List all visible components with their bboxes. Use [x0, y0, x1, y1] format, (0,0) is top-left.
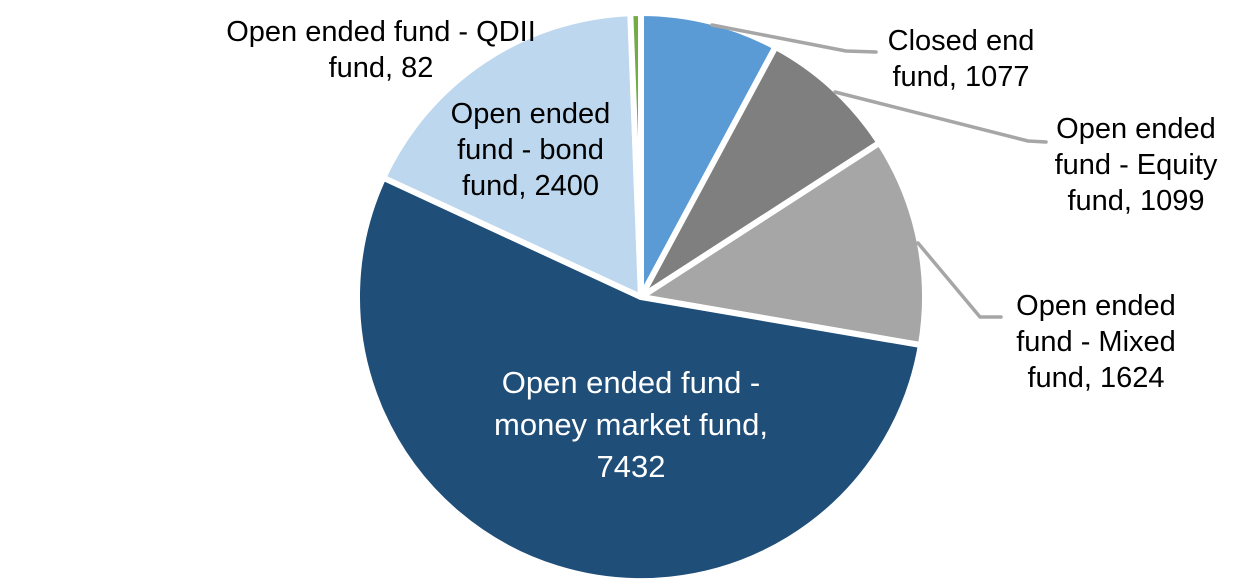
data-label-qdii-fund: Open ended fund - QDII fund, 82: [226, 16, 536, 84]
pie-slice-4: [380, 10, 644, 300]
pie-slices: [354, 9, 928, 584]
data-label-bond-fund: Open ended fund - bond fund, 2400: [450, 98, 611, 202]
data-label-equity-fund: Open ended fund - Equity fund, 1099: [1054, 113, 1218, 217]
leader-line-mixed-fund: [916, 241, 1003, 319]
pie-slice-2: [638, 139, 928, 349]
data-label-closed-end-fund: Closed end fund, 1077: [887, 25, 1035, 93]
leader-line-closed-end-fund: [710, 23, 878, 54]
pie-slice-3: [354, 174, 924, 584]
pie-slice-1: [638, 43, 883, 300]
pie-slice-0: [638, 10, 779, 300]
pie-slice-5: [627, 9, 644, 300]
leader-line-equity-fund: [833, 90, 1048, 144]
data-label-mixed-fund: Open ended fund - Mixed fund, 1624: [1016, 290, 1176, 394]
data-label-money-market-fund: Open ended fund - money market fund, 743…: [494, 365, 768, 484]
leader-lines: [710, 23, 1048, 319]
